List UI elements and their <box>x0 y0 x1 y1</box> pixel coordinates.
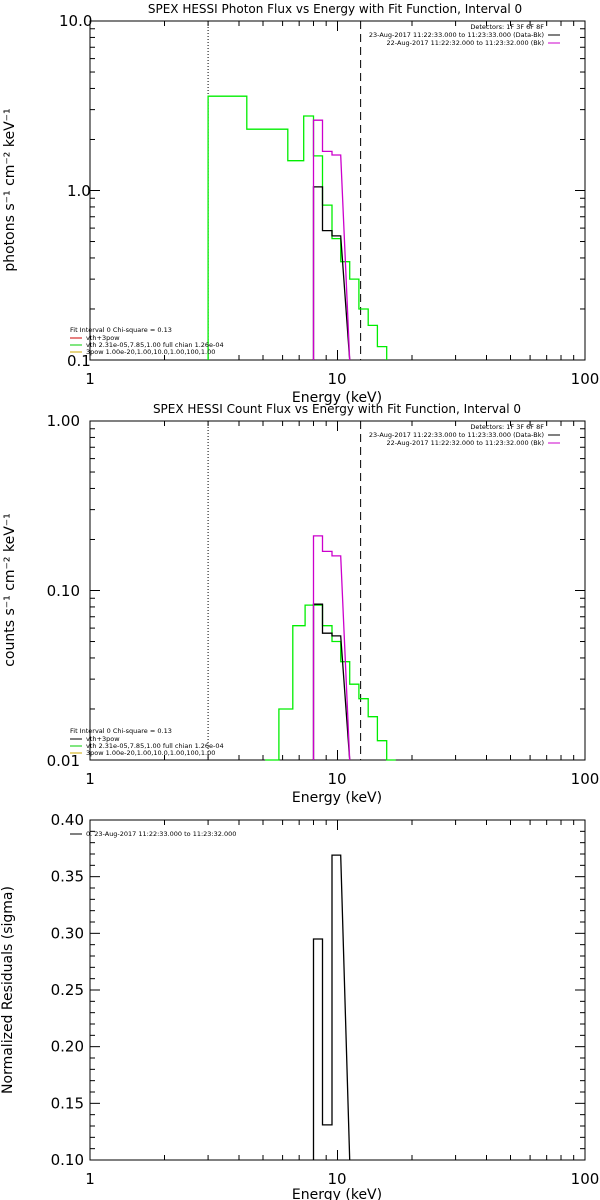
count-x-tick-label: 10 <box>327 770 346 788</box>
residuals-plot-frame <box>89 819 586 1161</box>
residuals-x-tick-label: 100 <box>571 1170 600 1188</box>
photon-flux-title: SPEX HESSI Photon Flux vs Energy with Fi… <box>148 2 522 16</box>
residuals-y-tick-label: 0.35 <box>51 868 84 886</box>
fit-total-label: vth+3pow <box>86 735 120 743</box>
fit-interval-label: Fit Interval 0 Chi-square = 0.13 <box>70 727 172 735</box>
photon-x-tick-label: 1 <box>85 370 95 388</box>
series-step-line <box>312 603 351 761</box>
count-flux-title: SPEX HESSI Count Flux vs Energy with Fit… <box>153 402 521 416</box>
fit-total-label: vth+3pow <box>86 334 120 342</box>
photon-x-axis-label: Energy (keV) <box>292 390 382 406</box>
count-flux-panel: SPEX HESSI Count Flux vs Energy with Fit… <box>2 402 599 806</box>
series-step-line <box>312 119 351 361</box>
residuals-y-tick-label: 0.40 <box>51 811 84 829</box>
residuals-y-axis-label: Normalized Residuals (sigma) <box>0 886 16 1094</box>
count-y-tick-label: 0.01 <box>47 752 80 770</box>
pow-params-label: 3pow 1.00e-20,1.00,10.0,1.00,100,1.00 <box>86 348 215 356</box>
photon-flux-plot-frame <box>89 20 586 361</box>
residuals-x-tick-label: 1 <box>85 1170 95 1188</box>
photon-flux-panel: SPEX HESSI Photon Flux vs Energy with Fi… <box>2 2 599 406</box>
count-y-tick-label: 0.10 <box>47 582 80 600</box>
residuals-legend-label: 0. 23-Aug-2017 11:22:33.000 to 11:23:32.… <box>86 830 236 838</box>
data-interval-label: 23-Aug-2017 11:22:33.000 to 11:23:33.000… <box>369 31 544 39</box>
count-y-tick-label: 1.00 <box>47 412 80 430</box>
detectors-label: Detectors: 1F 3F 6F 8F <box>470 23 544 31</box>
series-step-line <box>312 535 351 761</box>
count-x-tick-label: 1 <box>85 770 95 788</box>
series-step-line <box>312 186 351 361</box>
residuals-y-tick-label: 0.10 <box>51 1151 84 1169</box>
series-step-line <box>207 95 388 360</box>
residuals-x-axis-label: Energy (keV) <box>292 1187 382 1200</box>
residuals-panel: 0.10 0.15 0.20 0.25 0.30 0.35 0.40 1 10 100 En… <box>0 811 599 1200</box>
photon-x-tick-label: 10 <box>327 370 346 388</box>
data-interval-label: 23-Aug-2017 11:22:33.000 to 11:23:33.000… <box>369 431 544 439</box>
residuals-y-tick-label: 0.20 <box>51 1038 84 1056</box>
background-interval-label: 22-Aug-2017 11:22:32.000 to 11:23:32.000… <box>387 439 544 447</box>
series-step-line <box>265 604 396 761</box>
count-x-axis-label: Energy (keV) <box>292 790 382 806</box>
fit-interval-label: Fit Interval 0 Chi-square = 0.13 <box>70 326 172 334</box>
residuals-y-tick-label: 0.15 <box>51 1094 84 1112</box>
series-step-line <box>312 854 351 1161</box>
residuals-x-tick-label: 10 <box>327 1170 346 1188</box>
count-y-axis-label: counts s⁻¹ cm⁻² keV⁻¹ <box>2 513 18 667</box>
photon-y-tick-label: 10.0 <box>59 12 92 30</box>
count-x-tick-label: 100 <box>571 770 600 788</box>
vth-params-label: vth 2.31e-05,7.85,1.00 full chian 1.26e-… <box>86 341 224 349</box>
photon-x-tick-label: 100 <box>571 370 600 388</box>
detectors-label: Detectors: 1F 3F 6F 8F <box>470 423 544 431</box>
photon-y-axis-label: photons s⁻¹ cm⁻² keV⁻¹ <box>2 108 18 271</box>
count-flux-plot-frame <box>89 420 586 761</box>
pow-params-label: 3pow 1.00e-20,1.00,10.0,1.00,100,1.00 <box>86 749 215 757</box>
residuals-y-tick-label: 0.30 <box>51 924 84 942</box>
photon-y-tick-label: 1.0 <box>67 182 91 200</box>
vth-params-label: vth 2.31e-05,7.85,1.00 full chian 1.26e-… <box>86 742 224 750</box>
background-interval-label: 22-Aug-2017 11:22:32.000 to 11:23:32.000… <box>387 39 544 47</box>
residuals-y-tick-label: 0.25 <box>51 981 84 999</box>
photon-y-tick-label: 0.1 <box>67 352 91 370</box>
